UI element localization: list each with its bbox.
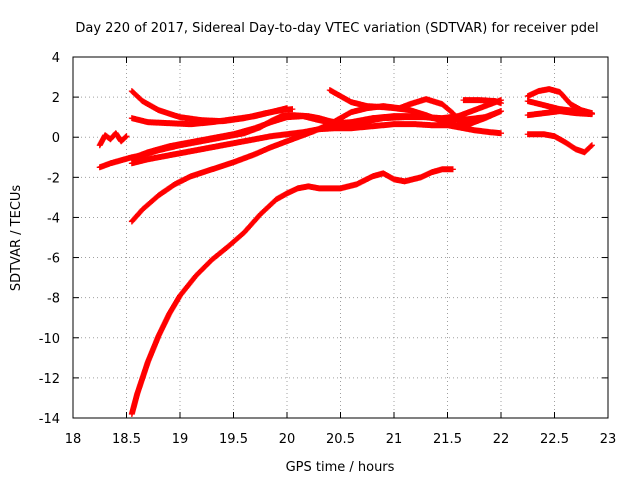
x-axis-label: GPS time / hours	[286, 460, 395, 475]
series-sat-m	[524, 98, 595, 117]
x-tick-label: 23	[600, 432, 617, 447]
x-tick-label: 20	[279, 432, 296, 447]
data-point-markers	[326, 87, 483, 130]
y-tick-label: -8	[47, 292, 60, 307]
y-tick-label: -2	[47, 171, 60, 186]
y-tick-label: -10	[39, 332, 60, 347]
series-sat-d	[128, 105, 290, 128]
data-point-markers	[524, 131, 595, 156]
x-tick-label: 20.5	[326, 432, 355, 447]
x-tick-label: 22	[493, 432, 510, 447]
x-tick-label: 19.5	[219, 432, 248, 447]
series-sat-j	[460, 97, 504, 107]
data-point-markers	[460, 97, 504, 107]
data-point-markers	[96, 130, 130, 149]
x-tick-label: 19	[172, 432, 189, 447]
x-tick-label: 18.5	[112, 432, 141, 447]
x-tick-label: 21.5	[433, 432, 462, 447]
y-tick-label: -4	[47, 211, 60, 226]
series-sat-b	[96, 130, 130, 149]
data-point-markers	[524, 98, 595, 117]
series-sat-n	[524, 131, 595, 156]
chart-title: Day 220 of 2017, Sidereal Day-to-day VTE…	[75, 21, 598, 36]
y-tick-label: -6	[47, 252, 60, 267]
y-tick-label: 2	[52, 91, 60, 106]
data-point-markers	[128, 166, 456, 417]
x-tick-label: 22.5	[540, 432, 569, 447]
y-tick-label: -12	[39, 372, 60, 387]
x-tick-label: 18	[65, 432, 82, 447]
series-sat-h	[128, 166, 456, 417]
axis-ticks: 18 18.5 19 19.5 20 20.5 21 21.5 22 22.5 23420-2-4-…	[39, 51, 617, 447]
data-point-markers	[128, 105, 290, 128]
x-tick-label: 21	[386, 432, 403, 447]
y-axis-label: SDTVAR / TECUs	[9, 185, 24, 292]
y-tick-label: -14	[39, 412, 60, 427]
y-tick-label: 4	[52, 51, 60, 66]
data-points	[96, 86, 595, 417]
series-sat-i	[326, 87, 483, 130]
y-tick-label: 0	[52, 131, 60, 146]
